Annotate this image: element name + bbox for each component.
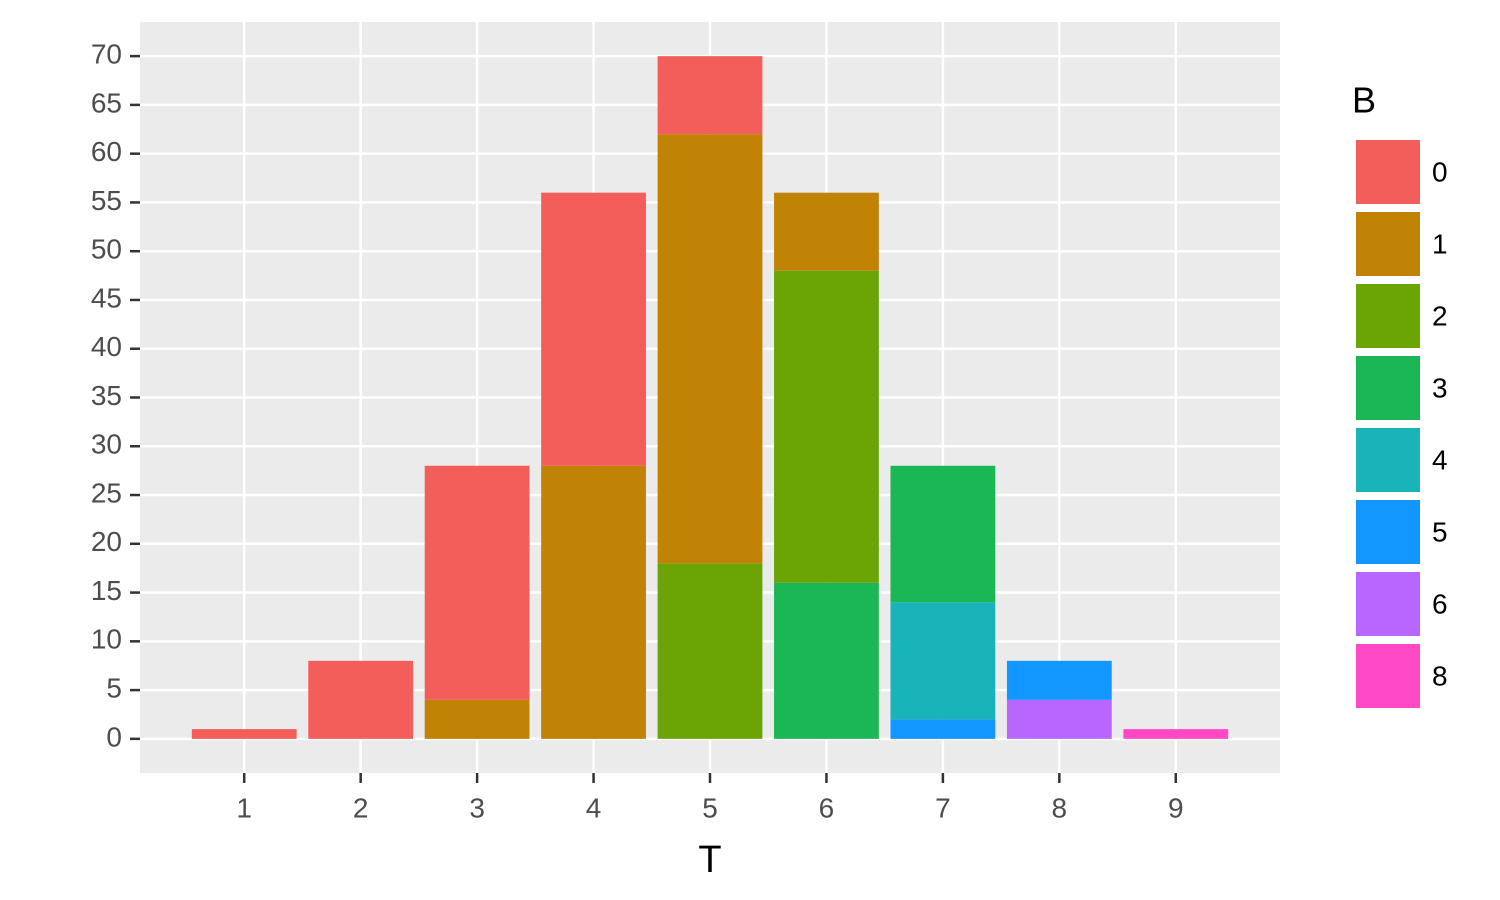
y-tick-label: 65 — [91, 87, 122, 118]
x-tick-label: 8 — [1052, 792, 1068, 823]
y-tick-label: 40 — [91, 331, 122, 362]
bar-segment — [774, 192, 879, 271]
bar-segment — [308, 660, 414, 739]
x-tick-label: 7 — [935, 792, 951, 823]
y-tick-label: 55 — [91, 185, 122, 216]
x-tick-label: 2 — [353, 792, 369, 823]
y-tick-label: 15 — [91, 575, 122, 606]
y-tick-label: 45 — [91, 282, 122, 313]
bar-segment — [890, 602, 996, 720]
y-tick-label: 20 — [91, 526, 122, 557]
x-tick-label: 4 — [586, 792, 602, 823]
legend-key — [1354, 570, 1422, 638]
bar-segment — [541, 192, 646, 466]
x-tick-label: 3 — [469, 792, 485, 823]
y-tick-label: 30 — [91, 429, 122, 460]
legend-key — [1354, 210, 1422, 278]
legend-label: 3 — [1432, 372, 1448, 403]
bar-segment — [774, 270, 879, 583]
legend-title: B — [1352, 80, 1376, 121]
x-tick-label: 5 — [702, 792, 718, 823]
bar-segment — [424, 465, 530, 700]
y-tick-label: 5 — [106, 672, 122, 703]
bar-segment — [890, 465, 996, 603]
bar-segment — [657, 134, 763, 564]
y-tick-label: 25 — [91, 477, 122, 508]
bar-segment — [1006, 660, 1112, 700]
x-axis-title: T — [698, 839, 721, 881]
x-tick-label: 6 — [819, 792, 835, 823]
bar-segment — [1006, 699, 1112, 739]
bar-segment — [541, 465, 646, 739]
legend-key — [1354, 138, 1422, 206]
bar-segment — [191, 729, 297, 739]
legend-label: 0 — [1432, 156, 1448, 187]
y-tick-label: 70 — [91, 39, 122, 70]
legend-key — [1354, 354, 1422, 422]
bar-segment — [424, 699, 530, 739]
bar-segment — [774, 582, 879, 739]
bar-segment — [657, 563, 763, 739]
x-tick-label: 1 — [236, 792, 252, 823]
legend-label: 2 — [1432, 300, 1448, 331]
y-tick-label: 35 — [91, 380, 122, 411]
legend-key — [1354, 642, 1422, 710]
y-tick-label: 60 — [91, 136, 122, 167]
y-tick-label: 0 — [106, 721, 122, 752]
legend-label: 1 — [1432, 228, 1448, 259]
legend-label: 6 — [1432, 588, 1448, 619]
legend-label: 4 — [1432, 444, 1448, 475]
x-tick-label: 9 — [1168, 792, 1184, 823]
y-tick-label: 10 — [91, 624, 122, 655]
bar-segment — [1123, 729, 1229, 739]
legend-key — [1354, 426, 1422, 494]
bar-segment — [657, 56, 763, 135]
y-tick-label: 50 — [91, 234, 122, 265]
legend-label: 8 — [1432, 660, 1448, 691]
legend-label: 5 — [1432, 516, 1448, 547]
legend-key — [1354, 282, 1422, 350]
bar-segment — [890, 719, 996, 739]
legend-key — [1354, 498, 1422, 566]
